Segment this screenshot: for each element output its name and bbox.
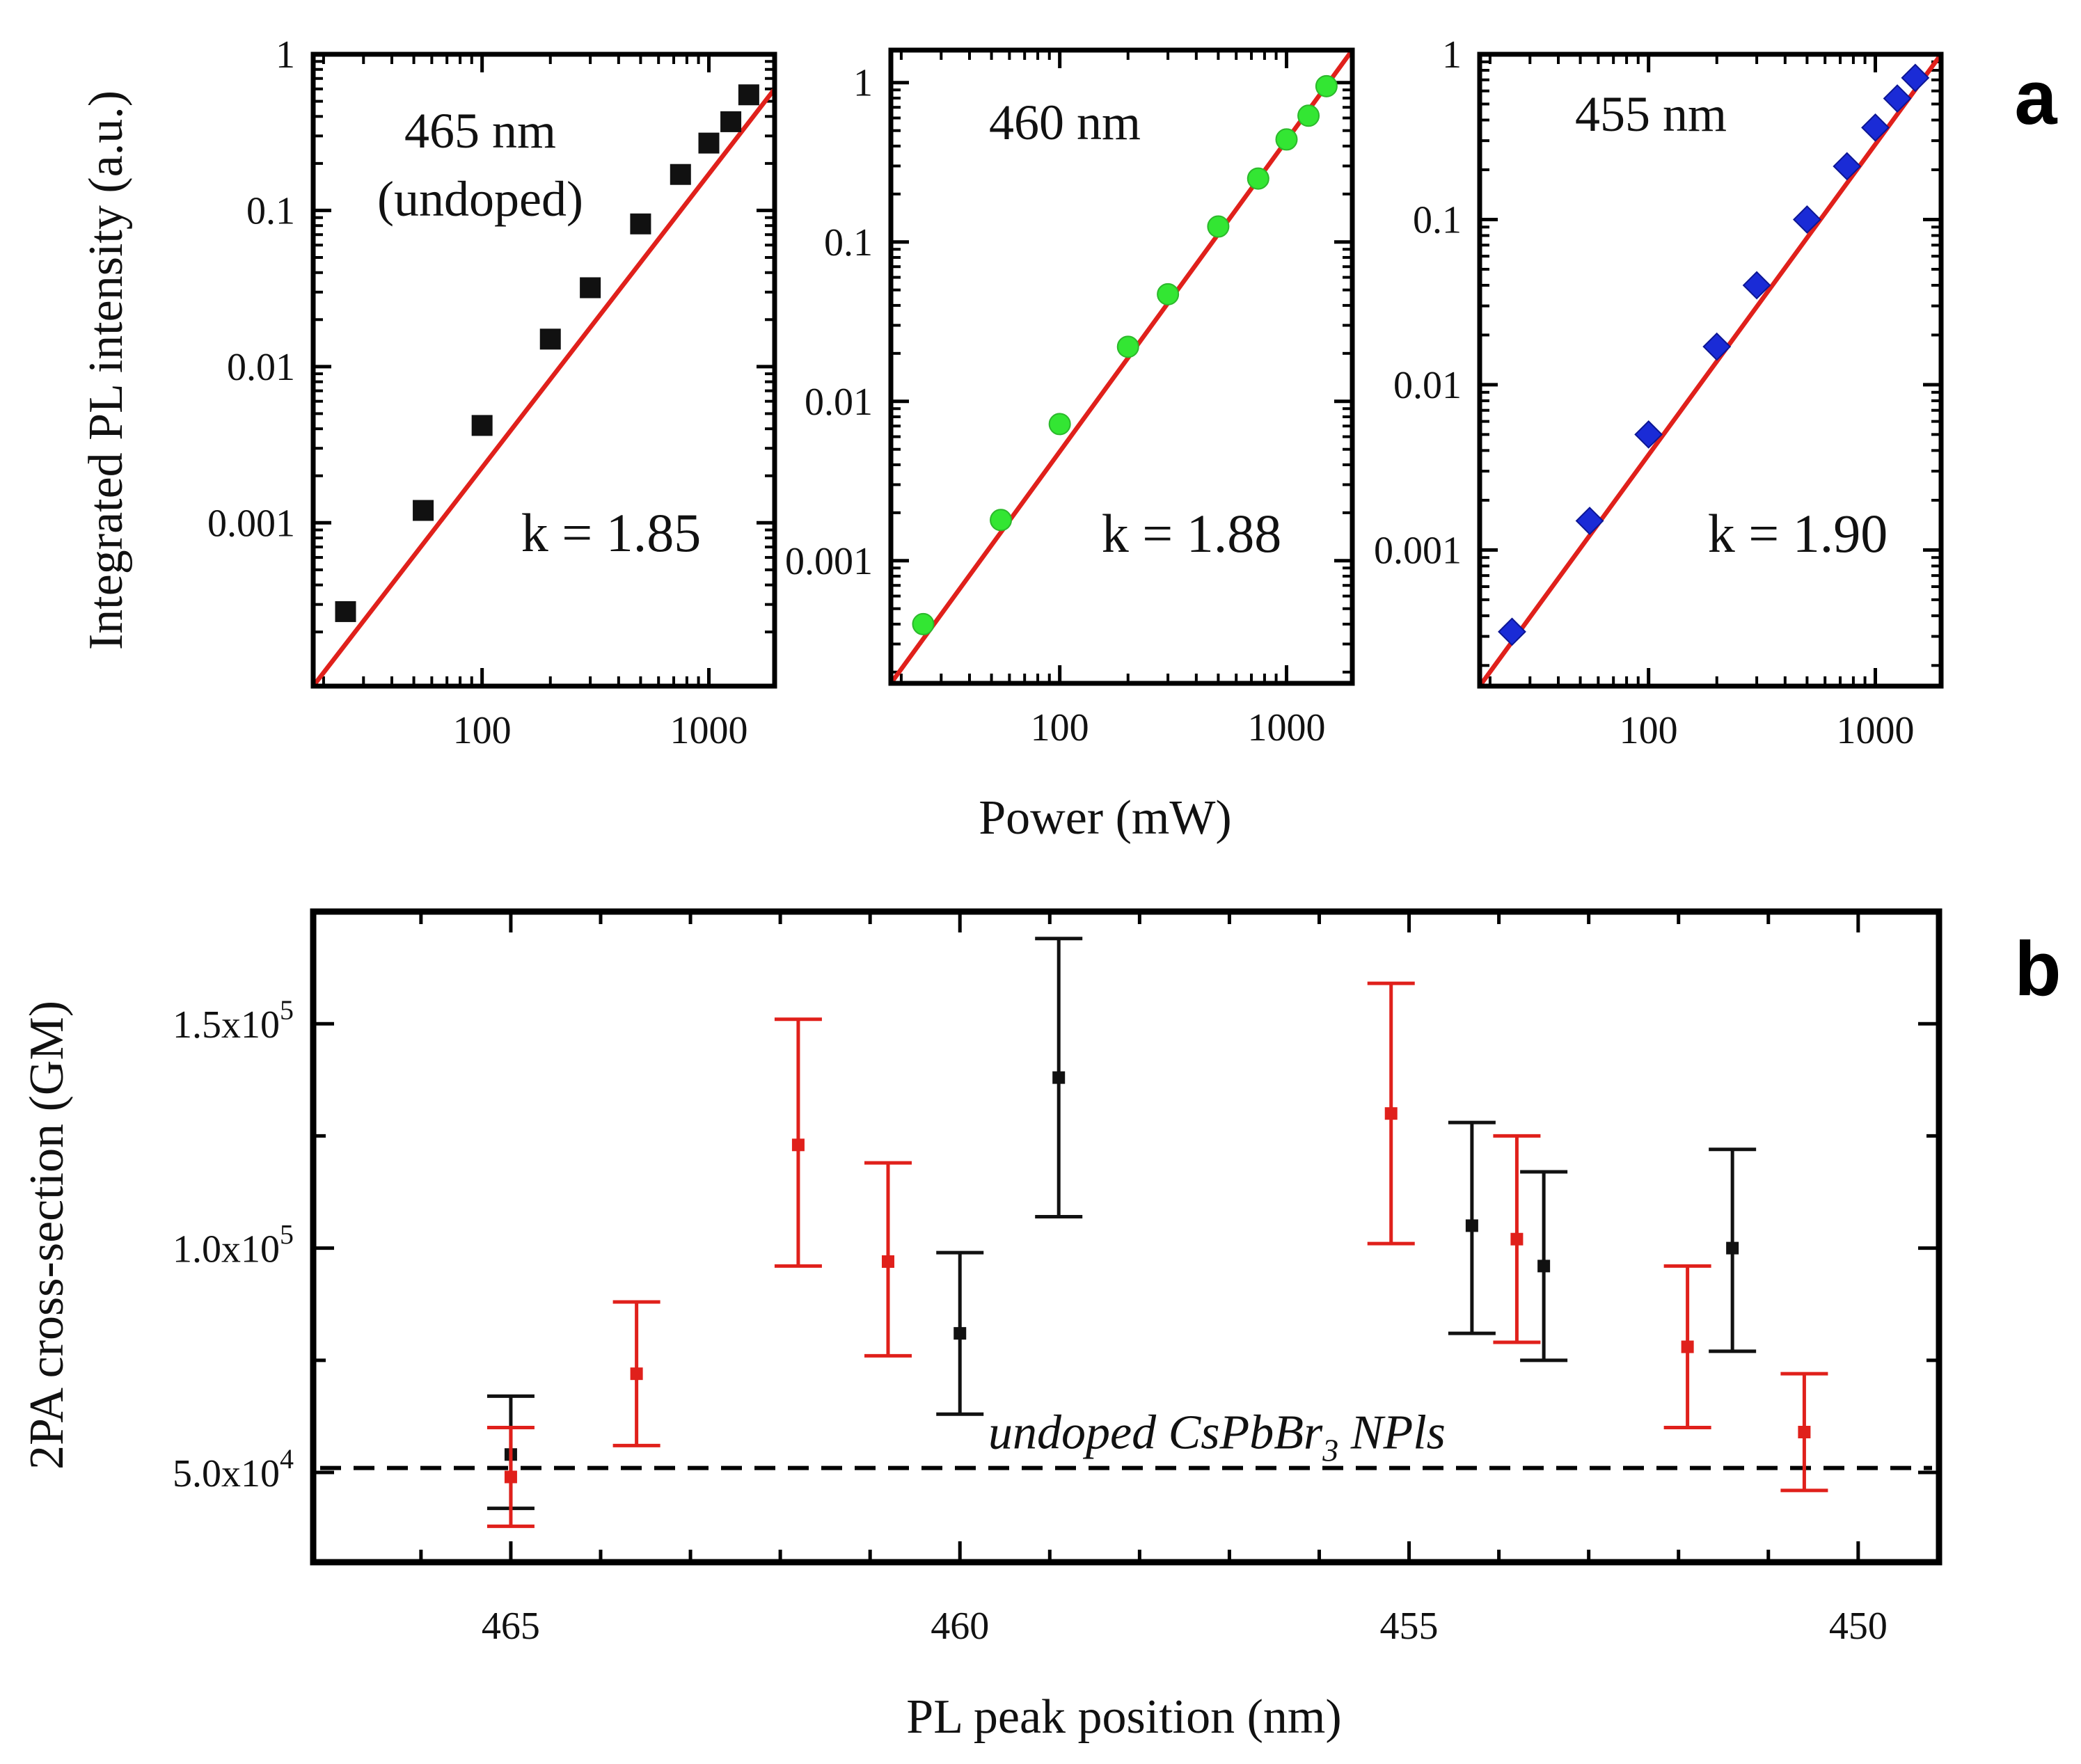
fit-line-group	[891, 50, 1352, 683]
data-point	[1275, 128, 1298, 151]
y-tick-label: 0.1	[1413, 198, 1462, 241]
data-point	[791, 1138, 805, 1152]
data-point	[881, 1255, 894, 1268]
data-point	[471, 415, 493, 436]
data-point	[539, 328, 561, 350]
data-point	[720, 111, 742, 132]
x-tick-label: 100	[1031, 706, 1089, 749]
data-point	[1052, 1071, 1066, 1084]
data-point	[1883, 84, 1912, 113]
reference-label: undoped CsPbBr3 NPls	[988, 1406, 1446, 1468]
data-point	[1116, 335, 1139, 358]
data-point	[1297, 104, 1320, 127]
panel-a-x-axis-title: Power (mW)	[979, 791, 1232, 845]
y-tick-label: 0.01	[805, 381, 873, 424]
panel-letter-a: a	[2014, 55, 2057, 141]
fit-line	[891, 50, 1352, 683]
x-tick-label: 460	[931, 1605, 989, 1648]
plot-frame	[310, 51, 777, 689]
x-tick-label: 1000	[670, 709, 747, 752]
data-point	[1207, 215, 1230, 238]
data-point	[912, 612, 935, 635]
x-tick-label: 455	[1380, 1605, 1439, 1648]
data-point	[1833, 152, 1862, 181]
data-point	[1861, 113, 1890, 142]
wavelength-annotation: 455 nm	[1575, 86, 1727, 142]
panel-a-y-axis-title: Integrated PL intensity (a.u.)	[79, 90, 133, 650]
slope-annotation: k = 1.88	[1102, 503, 1282, 564]
data-point	[1498, 617, 1526, 646]
data-point	[738, 84, 759, 106]
plot-frame	[1477, 51, 1944, 689]
data-point	[580, 277, 601, 299]
y-tick-label: 5.0x104	[173, 1443, 294, 1495]
plot-frame	[310, 908, 1942, 1566]
data-point	[1537, 1260, 1551, 1273]
x-tick-label: 450	[1829, 1605, 1888, 1648]
panel-b-x-axis-title: PL peak position (nm)	[906, 1690, 1341, 1744]
y-tick-label: 0.1	[246, 189, 295, 232]
data-point	[1575, 507, 1604, 535]
data-point	[504, 1470, 517, 1484]
data-point	[1157, 283, 1180, 305]
x-tick-label: 100	[453, 709, 512, 752]
y-tick-label: 1	[853, 62, 873, 105]
data-point	[1247, 167, 1269, 190]
data-point	[630, 1367, 643, 1381]
y-tick-label: 0.001	[785, 540, 873, 583]
data-point	[1792, 205, 1821, 234]
data-point	[1465, 1219, 1478, 1232]
data-point	[698, 132, 720, 154]
plot-frame	[888, 47, 1355, 686]
panel-letter-b: b	[2014, 926, 2061, 1012]
data-point	[1384, 1107, 1398, 1120]
data-point	[1510, 1232, 1524, 1246]
data-point	[1634, 420, 1663, 449]
data-point	[670, 164, 691, 185]
y-tick-label: 0.001	[1374, 529, 1462, 572]
panel-a-460nm: 100 1000 0.001 0.01 0.1 1 460 nm k = 1.88	[785, 47, 1355, 749]
x-tick-label: 100	[1620, 709, 1678, 752]
data-point	[1681, 1340, 1694, 1353]
data-point	[1702, 332, 1732, 361]
panel-a-465nm: 100 1000 0.001 0.01 0.1 1 465 nm (undoped) k = 1…	[207, 33, 777, 752]
data-point	[954, 1327, 967, 1340]
slope-annotation: k = 1.90	[1708, 503, 1888, 564]
wavelength-annotation: 465 nm	[404, 103, 556, 159]
wavelength-annotation: 460 nm	[989, 95, 1141, 150]
x-tick-label: 1000	[1836, 709, 1914, 752]
y-tick-label: 0.01	[227, 346, 295, 389]
x-tick-label: 465	[482, 1605, 540, 1648]
y-tick-label: 1.0x105	[173, 1219, 294, 1271]
data-point	[630, 213, 651, 235]
data-point	[1726, 1241, 1739, 1255]
data-point	[1315, 74, 1338, 97]
y-tick-label: 0.01	[1393, 364, 1462, 407]
data-point	[1798, 1426, 1811, 1438]
data-point	[1742, 271, 1771, 300]
data-point	[413, 500, 434, 521]
panel-b: 465 460 455 450 5.0x104 1.0x105 1.5x105 undoped…	[173, 908, 1942, 1648]
fit-line-group	[1480, 54, 1941, 686]
fit-line	[1480, 54, 1941, 686]
y-tick-label: 1	[1442, 33, 1462, 77]
slope-annotation: k = 1.85	[521, 502, 702, 563]
y-tick-label: 0.001	[207, 502, 295, 545]
wavelength-annotation: (undoped)	[377, 171, 583, 227]
data-point	[1048, 413, 1071, 436]
panel-b-y-axis-title: 2PA cross-section (GM)	[20, 1001, 74, 1470]
fit-line	[313, 87, 775, 686]
fit-line-group	[313, 87, 775, 686]
x-tick-label: 1000	[1247, 706, 1325, 749]
y-tick-label: 0.1	[824, 221, 873, 264]
data-point	[1901, 63, 1930, 93]
data-point	[990, 509, 1013, 532]
data-point	[335, 601, 356, 622]
panel-a-455nm: 100 1000 0.001 0.01 0.1 1 455 nm k = 1.90	[1374, 33, 1944, 752]
y-tick-label: 1.5x105	[173, 994, 294, 1047]
y-tick-label: 1	[276, 33, 295, 77]
